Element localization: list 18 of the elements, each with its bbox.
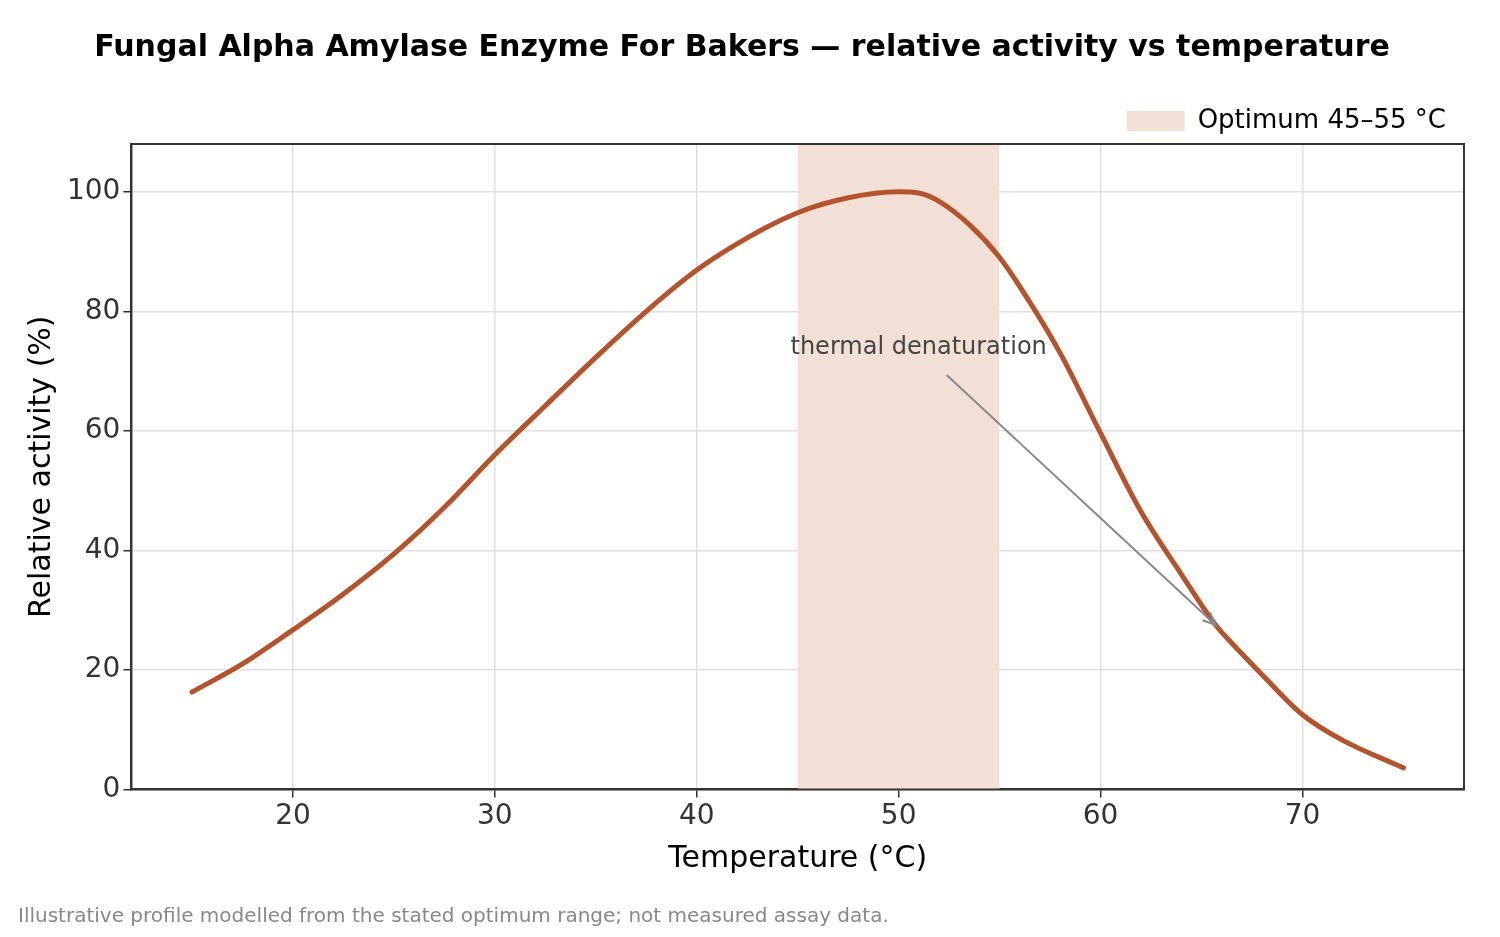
x-tick-label: 20 — [275, 798, 311, 832]
x-tick-label: 30 — [477, 798, 513, 832]
legend-label: Optimum 45–55 °C — [1197, 103, 1446, 134]
y-tick-label: 0 — [102, 770, 121, 804]
annotation: thermal denaturation — [790, 332, 1047, 361]
x-tick-label: 60 — [1082, 798, 1119, 832]
x-tick-label: 50 — [880, 798, 917, 832]
y-tick-label: 60 — [84, 412, 121, 446]
y-tick-label: 20 — [84, 651, 121, 685]
x-axis-title: Temperature (°C) — [667, 838, 928, 874]
text: Illustrative profile modelled from the stated optimum range; not measured assay data. — [18, 903, 889, 928]
chart-title: Fungal Alpha Amylase Enzyme For Bakers — relative activity vs temperature — [94, 27, 1390, 63]
y-tick-label: 100 — [66, 173, 121, 207]
y-tick-label: 40 — [84, 531, 121, 565]
x-tick-label: 70 — [1284, 798, 1321, 832]
y-axis-title: Relative activity (%) — [21, 315, 57, 618]
y-tick-label: 80 — [84, 292, 121, 326]
x-tick-label: 40 — [678, 798, 715, 832]
